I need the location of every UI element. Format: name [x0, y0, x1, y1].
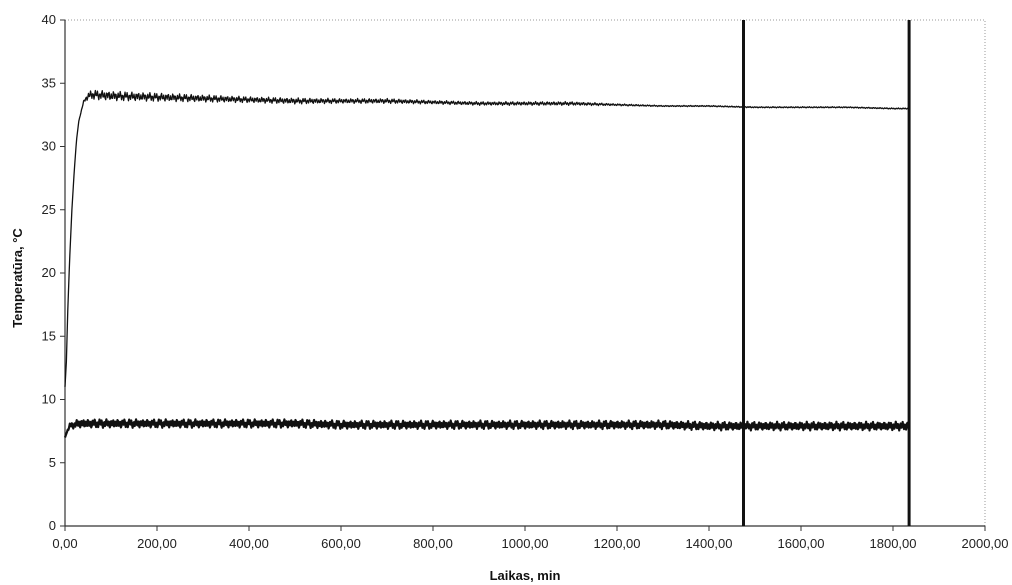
- x-tick-label: 1800,00: [870, 536, 917, 551]
- y-tick-label: 35: [42, 75, 56, 90]
- y-tick-label: 25: [42, 202, 56, 217]
- y-tick-label: 5: [49, 455, 56, 470]
- vertical-markers: [742, 20, 911, 526]
- x-tick-label: 2000,00: [962, 536, 1009, 551]
- y-tick-label: 15: [42, 328, 56, 343]
- y-tick-label: 0: [49, 518, 56, 533]
- x-tick-label: 600,00: [321, 536, 361, 551]
- y-axis-ticks: 0 5 10 15 20 25 30 35 40: [42, 12, 65, 533]
- x-tick-label: 1400,00: [686, 536, 733, 551]
- series-line-1: [64, 89, 910, 387]
- y-tick-label: 30: [42, 139, 56, 154]
- x-tick-label: 800,00: [413, 536, 453, 551]
- x-tick-label: 1200,00: [594, 536, 641, 551]
- x-tick-label: 1000,00: [502, 536, 549, 551]
- x-axis-ticks: 0,00 200,00 400,00 600,00 800,00 1000,00 1200,…: [52, 526, 1009, 551]
- series-line-2: [63, 418, 910, 438]
- x-tick-label: 0,00: [52, 536, 77, 551]
- y-axis-title: Temperatūra, °C: [10, 228, 25, 328]
- x-tick-label: 1600,00: [778, 536, 825, 551]
- x-axis-title: Laikas, min: [490, 568, 561, 583]
- y-tick-label: 10: [42, 392, 56, 407]
- series-layer: [63, 89, 910, 438]
- y-tick-label: 40: [42, 12, 56, 27]
- x-tick-label: 200,00: [137, 536, 177, 551]
- x-tick-label: 400,00: [229, 536, 269, 551]
- y-tick-label: 20: [42, 265, 56, 280]
